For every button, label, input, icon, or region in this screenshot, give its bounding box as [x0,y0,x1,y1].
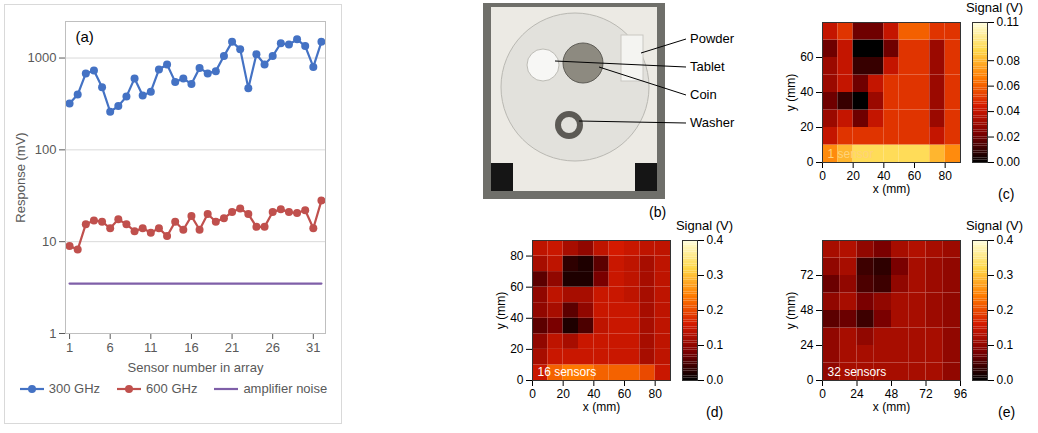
svg-text:32 sensors: 32 sensors [828,365,887,379]
html-text:Signal (V): Signal (V) [965,0,1023,15]
svg-text:1: 1 [49,326,56,341]
svg-text:0.0: 0.0 [707,373,724,387]
svg-text:80: 80 [938,169,952,183]
html-text:300 GHz: 300 GHz [48,381,101,396]
svg-text:0.04: 0.04 [997,104,1021,118]
html-text:(c): (c) [998,186,1015,202]
svg-text:60: 60 [800,50,814,64]
svg-text:16 sensors: 16 sensors [538,365,597,379]
svg-text:20: 20 [846,169,860,183]
svg-text:Washer: Washer [690,115,735,130]
svg-text:Tablet: Tablet [690,59,725,74]
svg-text:0.06: 0.06 [997,79,1021,93]
svg-text:(b): (b) [649,204,666,220]
svg-text:x (mm): x (mm) [873,400,910,414]
svg-text:Coin: Coin [690,87,717,102]
svg-text:0.00: 0.00 [997,155,1021,169]
svg-text:11: 11 [144,340,158,355]
svg-text:21: 21 [225,340,239,355]
svg-text:26: 26 [265,340,279,355]
svg-text:0: 0 [517,373,524,387]
svg-text:0.4: 0.4 [997,234,1014,247]
html-text:Signal (V): Signal (V) [965,218,1023,233]
svg-text:0.0: 0.0 [997,373,1014,387]
svg-text:80: 80 [510,249,524,263]
svg-text:x (mm): x (mm) [873,182,910,196]
svg-text:40: 40 [510,311,524,325]
svg-text:0: 0 [807,373,814,387]
svg-text:0.2: 0.2 [707,303,724,317]
svg-text:60: 60 [617,387,632,401]
svg-text:Sensor number in array: Sensor number in array [128,360,264,375]
svg-text:0.11: 0.11 [997,16,1020,29]
svg-text:24: 24 [850,387,864,401]
svg-text:x (mm): x (mm) [583,400,620,414]
html-text:(e): (e) [998,404,1016,420]
svg-text:16: 16 [184,340,198,355]
svg-text:60: 60 [907,169,922,183]
svg-text:1 sensor: 1 sensor [828,147,874,161]
svg-text:1: 1 [66,340,73,355]
svg-text:10: 10 [42,234,56,249]
svg-text:0.1: 0.1 [707,338,724,352]
svg-text:0.4: 0.4 [707,234,724,247]
html-text:600 GHz: 600 GHz [146,381,198,396]
svg-text:72: 72 [919,387,933,401]
svg-text:1000: 1000 [28,50,57,65]
svg-text:100: 100 [35,142,57,157]
svg-text:0: 0 [819,169,826,183]
svg-text:0.08: 0.08 [997,54,1021,68]
svg-text:20: 20 [800,120,814,134]
svg-text:y (mm): y (mm) [784,292,798,329]
svg-text:24: 24 [800,338,814,352]
svg-text:31: 31 [306,340,320,355]
svg-text:0.3: 0.3 [997,268,1014,282]
html-text:amplifier noise: amplifier noise [243,381,328,396]
svg-text:Powder: Powder [690,31,735,46]
svg-text:y (mm): y (mm) [494,292,508,329]
svg-text:20: 20 [556,387,570,401]
svg-text:Response (mV): Response (mV) [13,132,28,222]
html-text:(d): (d) [706,404,724,420]
svg-text:0.02: 0.02 [997,130,1021,144]
svg-text:60: 60 [510,280,524,294]
svg-text:48: 48 [884,387,899,401]
svg-text:40: 40 [800,85,814,99]
html-text:Signal (V): Signal (V) [675,218,733,233]
svg-text:48: 48 [800,303,814,317]
svg-text:(a): (a) [76,28,94,45]
svg-text:0: 0 [529,387,536,401]
svg-text:0.3: 0.3 [707,268,724,282]
svg-text:y (mm): y (mm) [784,74,798,111]
svg-text:0.2: 0.2 [997,303,1014,317]
svg-text:80: 80 [648,387,662,401]
svg-text:0.1: 0.1 [997,338,1014,352]
svg-text:96: 96 [954,387,968,401]
svg-text:40: 40 [587,387,601,401]
svg-text:0: 0 [819,387,826,401]
svg-text:40: 40 [877,169,891,183]
svg-text:0: 0 [807,155,814,169]
svg-text:72: 72 [800,268,814,282]
svg-text:6: 6 [107,340,114,355]
svg-text:20: 20 [510,342,524,356]
